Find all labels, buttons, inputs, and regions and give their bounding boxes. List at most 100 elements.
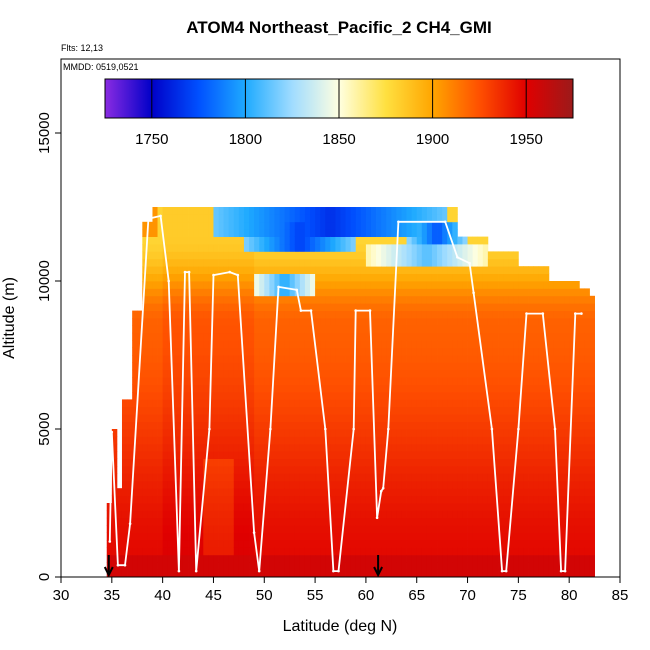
- heatmap-cell: [284, 451, 291, 459]
- heatmap-cell: [589, 355, 595, 363]
- heatmap-cell: [503, 421, 509, 430]
- heatmap-cell: [472, 362, 479, 371]
- heatmap-cell: [238, 540, 245, 548]
- heatmap-cell: [289, 473, 296, 482]
- heatmap-cell: [523, 332, 529, 341]
- heatmap-cell: [492, 547, 499, 556]
- heatmap-cell: [167, 214, 174, 223]
- heatmap-cell: [472, 532, 479, 541]
- heatmap-cell: [249, 554, 255, 563]
- heatmap-cell: [386, 362, 392, 371]
- heatmap-cell: [279, 414, 285, 422]
- heatmap-cell: [325, 443, 331, 452]
- heatmap-cell: [264, 281, 270, 289]
- heatmap-cell: [452, 510, 458, 519]
- heatmap-cell: [315, 495, 321, 504]
- heatmap-cell: [533, 429, 540, 437]
- heatmap-cell: [523, 377, 529, 385]
- heatmap-cell: [238, 569, 245, 577]
- heatmap-cell: [294, 266, 301, 274]
- heatmap-cell: [553, 436, 560, 445]
- heatmap-cell: [482, 236, 489, 245]
- heatmap-cell: [162, 288, 169, 297]
- heatmap-cell: [482, 332, 489, 341]
- heatmap-cell: [472, 318, 479, 326]
- heatmap-cell: [538, 295, 545, 304]
- heatmap-cell: [406, 221, 413, 230]
- heatmap-cell: [569, 569, 575, 577]
- heatmap-cell: [528, 569, 535, 577]
- heatmap-cell: [274, 525, 280, 533]
- heatmap-cell: [127, 436, 133, 445]
- heatmap-cell: [259, 310, 265, 319]
- heatmap-cell: [411, 503, 418, 511]
- heatmap-cell: [472, 310, 479, 319]
- heatmap-cell: [401, 473, 407, 482]
- heatmap-cell: [157, 532, 164, 541]
- heatmap-cell: [376, 414, 382, 422]
- heatmap-cell: [365, 258, 372, 267]
- heatmap-cell: [508, 266, 514, 274]
- heatmap-cell: [116, 525, 123, 533]
- heatmap-cell: [320, 532, 326, 541]
- heatmap-cell: [513, 547, 519, 556]
- heatmap-cell: [579, 517, 585, 526]
- heatmap-cell: [406, 510, 413, 519]
- heatmap-cell: [320, 525, 326, 533]
- heatmap-cell: [365, 332, 372, 341]
- heatmap-cell: [304, 421, 311, 430]
- heatmap-cell: [437, 369, 443, 378]
- heatmap-cell: [249, 273, 255, 282]
- heatmap-cell: [381, 532, 387, 541]
- heatmap-cell: [172, 525, 179, 533]
- heatmap-cell: [208, 525, 214, 533]
- heatmap-cell: [492, 258, 499, 267]
- heatmap-cell: [477, 569, 484, 577]
- heatmap-cell: [426, 369, 433, 378]
- heatmap-cell: [365, 525, 372, 533]
- heatmap-cell: [213, 303, 219, 311]
- heatmap-cell: [426, 532, 433, 541]
- heatmap-cell: [411, 258, 418, 267]
- heatmap-cell: [538, 443, 545, 452]
- heatmap-cell: [437, 347, 443, 356]
- heatmap-cell: [335, 399, 341, 408]
- heatmap-cell: [426, 214, 433, 223]
- heatmap-cell: [376, 266, 382, 274]
- heatmap-cell: [243, 517, 250, 526]
- heatmap-cell: [233, 236, 240, 245]
- heatmap-cell: [431, 362, 438, 371]
- heatmap-cell: [162, 443, 169, 452]
- heatmap-cell: [467, 340, 474, 348]
- heatmap-cell: [330, 392, 336, 400]
- heatmap-cell: [411, 480, 418, 489]
- heatmap-cell: [223, 495, 230, 504]
- heatmap-cell: [259, 377, 265, 385]
- heatmap-cell: [254, 221, 260, 230]
- heatmap-cell: [274, 399, 280, 408]
- heatmap-cell: [223, 547, 230, 556]
- heatmap-cell: [132, 347, 138, 356]
- heatmap-cell: [381, 207, 387, 215]
- flight-track-point: [559, 569, 563, 573]
- heatmap-cell: [203, 547, 209, 556]
- heatmap-cell: [360, 207, 367, 215]
- heatmap-cell: [589, 406, 595, 415]
- heatmap-cell: [233, 429, 240, 437]
- heatmap-cell: [345, 229, 352, 237]
- heatmap-cell: [274, 362, 280, 371]
- heatmap-cell: [294, 429, 301, 437]
- heatmap-cell: [218, 443, 225, 452]
- heatmap-cell: [269, 540, 275, 548]
- x-tick-label-5: 55: [307, 587, 324, 604]
- heatmap-cell: [279, 562, 285, 570]
- heatmap-cell: [396, 466, 402, 474]
- heatmap-cell: [289, 451, 296, 459]
- heatmap-cell: [477, 332, 484, 341]
- heatmap-cell: [213, 436, 219, 445]
- heatmap-cell: [213, 318, 219, 326]
- heatmap-cell: [157, 347, 164, 356]
- heatmap-cell: [421, 451, 428, 459]
- heatmap-cell: [370, 554, 377, 563]
- heatmap-cell: [157, 332, 164, 341]
